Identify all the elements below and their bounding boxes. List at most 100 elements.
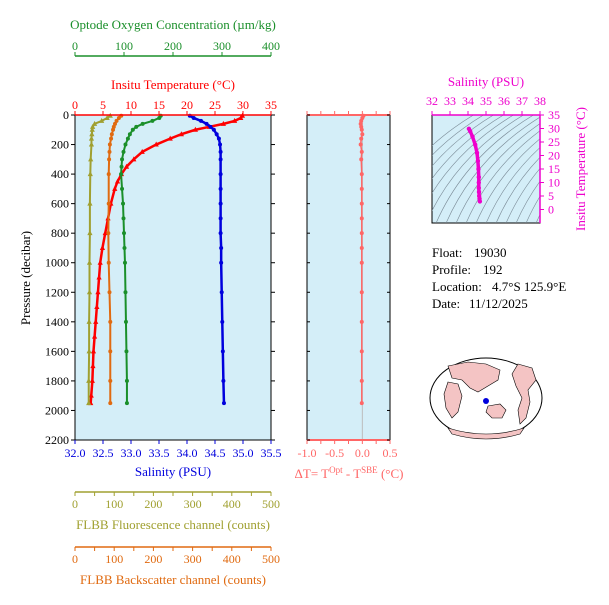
ts-salinity-tick-label: 32 [426, 94, 438, 108]
salinity-point [218, 149, 223, 154]
oxygen-axis-label: Optode Oxygen Concentration (µm/kg) [70, 17, 276, 32]
pressure-tick-label: 2200 [45, 433, 69, 447]
delta-t-point [359, 290, 364, 295]
ts-density-contour [495, 156, 540, 223]
temperature-point [94, 304, 100, 310]
delta-t-point [359, 260, 364, 265]
delta-t-point [359, 245, 364, 250]
salinity-tick-label: 33.0 [121, 446, 142, 460]
oxygen-point [123, 142, 128, 147]
profile-label: Profile: [432, 262, 471, 277]
salinity-tick-label: 35.5 [261, 446, 282, 460]
ts-temperature-tick-label: 30 [548, 122, 560, 136]
delta-t-point [359, 124, 364, 129]
temperature-point [238, 114, 244, 120]
delta-t-plot: -1.0 -0.5 0.0 0.5 ΔT= TOpt - TSBE (°C) [295, 111, 403, 481]
salinity-point [218, 201, 223, 206]
salinity-point [216, 136, 221, 141]
float-location-marker [483, 398, 489, 404]
backscatter-axis-label: FLBB Backscatter channel (counts) [80, 572, 266, 587]
float-info: Float: 19030 Profile: 192 Location: 4.7°… [432, 245, 566, 311]
delta-t-point [358, 121, 363, 126]
fluorescence-point [90, 123, 96, 129]
ts-temperature-tick-label: 0 [548, 203, 554, 217]
backscatter-point [106, 231, 111, 236]
oxygen-point [120, 157, 125, 162]
temperature-point [167, 135, 173, 141]
salinity-point [218, 186, 223, 191]
ts-profile-point [476, 166, 481, 172]
ts-density-contour [465, 130, 540, 223]
pressure-axis-label: Pressure (decibar) [18, 231, 33, 325]
delta-t-tick-label: 0.0 [355, 446, 370, 460]
salinity-point [214, 132, 219, 137]
oxygen-tick-label: 100 [115, 39, 133, 53]
oxygen-point [121, 149, 126, 154]
ts-salinity-tick-label: 37 [516, 94, 528, 108]
ts-data [466, 126, 483, 204]
fluorescence-point [88, 156, 94, 162]
salinity-point [199, 118, 203, 123]
delta-t-point [359, 201, 364, 206]
location-value: 4.7°S 125.9°E [492, 279, 566, 294]
fluorescence-point [99, 117, 105, 123]
oxygen-point [123, 290, 128, 295]
fluorescence-axis-label: FLBB Fluorescence channel (counts) [76, 517, 270, 532]
pressure-tick-label: 200 [51, 138, 69, 152]
fluorescence-point [88, 135, 95, 141]
backscatter-tick-label: 400 [223, 552, 241, 566]
fluorescence-point [86, 259, 93, 265]
ts-temperature-axis-label: Insitu Temperature (°C) [573, 107, 588, 231]
oxygen-point [122, 231, 126, 236]
delta-t-point [359, 401, 364, 406]
map-land-australia [485, 403, 507, 419]
oxygen-point [121, 201, 126, 206]
ts-density-contour [525, 195, 540, 223]
ts-profile-point [467, 129, 473, 134]
ts-salinity-tick-label: 34 [462, 94, 474, 108]
salinity-tick-label: 34.5 [205, 446, 226, 460]
main-profile-plot: 0200400600800100012001400160018002000220… [18, 17, 282, 587]
temperature-tick-label: 10 [125, 98, 137, 112]
ts-salinity-tick-label: 38 [534, 94, 546, 108]
temperature-point [88, 392, 94, 398]
ts-temperature-tick-label: 35 [548, 108, 560, 122]
ts-density-contour [432, 115, 505, 180]
salinity-point [204, 121, 209, 126]
pressure-tick-label: 1800 [45, 374, 69, 388]
backscatter-tick-label: 200 [144, 552, 162, 566]
delta-t-point [359, 231, 364, 236]
ts-temperature-tick-label: 5 [548, 189, 554, 203]
temperature-point [131, 156, 137, 162]
fluorescence-point [86, 400, 92, 406]
salinity-axis-label: Salinity (PSU) [135, 464, 211, 479]
map-land-antarctica [447, 427, 525, 440]
ts-density-contour [432, 115, 475, 147]
temperature-point [95, 289, 101, 295]
pressure-tick-label: 1400 [45, 315, 69, 329]
fluorescence-point [86, 377, 92, 383]
delta-t-point [359, 136, 364, 141]
oxygen-point [122, 260, 127, 265]
ts-density-contour [475, 138, 540, 223]
temperature-point [99, 244, 106, 250]
backscatter-point [107, 290, 112, 295]
fluorescence-point [88, 141, 95, 147]
ts-profile-point [476, 180, 481, 185]
salinity-tick-label: 35.0 [233, 446, 254, 460]
temperature-point [90, 363, 96, 369]
fluorescence-point [86, 289, 93, 295]
oxygen-point [125, 136, 130, 141]
temperature-tick-label: 0 [72, 98, 78, 112]
temperature-point [220, 120, 226, 126]
backscatter-point [107, 142, 112, 147]
oxygen-tick-label: 200 [164, 39, 182, 53]
temperature-tick-label: 15 [153, 98, 165, 112]
backscatter-point [111, 127, 116, 132]
ts-profile-point [476, 185, 481, 191]
temperature-point [96, 274, 102, 280]
pressure-tick-label: 600 [51, 197, 69, 211]
ts-profile-point [475, 158, 481, 164]
fluorescence-tick-label: 500 [262, 497, 280, 511]
